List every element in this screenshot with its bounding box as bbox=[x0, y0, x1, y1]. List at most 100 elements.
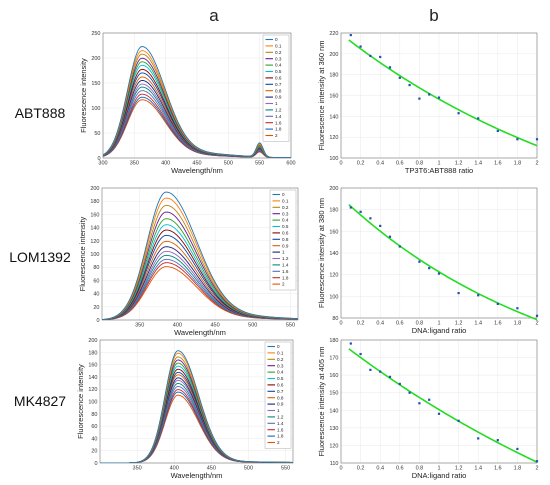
legend-label: 0.4 bbox=[282, 218, 289, 223]
y-tick-label: 100 bbox=[91, 106, 100, 112]
data-point bbox=[437, 96, 441, 99]
data-point bbox=[457, 291, 460, 295]
x-axis-title: DNA:ligand ratio bbox=[412, 471, 467, 480]
y-tick-label: 140 bbox=[329, 114, 338, 120]
x-tick-label: 2 bbox=[535, 321, 538, 327]
x-tick-label: 1.8 bbox=[514, 321, 522, 327]
x-tick-label: 1 bbox=[437, 466, 440, 472]
plot-frame bbox=[101, 187, 299, 321]
x-tick-label: 500 bbox=[248, 323, 257, 329]
y-tick-label: 0 bbox=[97, 156, 100, 162]
y-tick-label: 200 bbox=[91, 56, 100, 62]
legend-label: 0.5 bbox=[282, 224, 289, 229]
x-tick-label: 0 bbox=[339, 466, 342, 472]
y-tick-label: 250 bbox=[91, 31, 100, 37]
data-point bbox=[535, 460, 539, 463]
y-tick-label: 60 bbox=[93, 278, 99, 284]
series-line-1.6 bbox=[102, 258, 298, 320]
chart-b1: 0 0.2 0.4 0.6 0.8 1 1.2 1.4 1.6 1.8 2 100 120 140 160 1… bbox=[317, 31, 539, 175]
series-line-0 bbox=[103, 46, 291, 158]
y-tick-label: 80 bbox=[93, 265, 99, 271]
y-tick-label: 160 bbox=[329, 229, 338, 235]
legend-label: 1.2 bbox=[275, 108, 282, 113]
x-tick-label: 1.4 bbox=[474, 321, 482, 327]
data-point bbox=[349, 206, 352, 209]
legend-label: 0.4 bbox=[277, 370, 284, 375]
data-point bbox=[516, 307, 519, 310]
chart-area: 300 350 400 450 500 550 600050100150200250Wave… bbox=[76, 31, 539, 480]
legend-label: 0.2 bbox=[277, 357, 284, 362]
legend-box bbox=[269, 189, 297, 291]
y-tick-label: 220 bbox=[329, 31, 338, 37]
x-tick-label: 1.2 bbox=[455, 321, 463, 327]
legend-label: 0.2 bbox=[275, 50, 282, 55]
x-tick-label: 0.8 bbox=[416, 161, 424, 167]
data-point bbox=[379, 224, 382, 228]
x-tick-label: 0.2 bbox=[357, 321, 365, 327]
y-axis-title: Fluorescence intensity bbox=[79, 58, 88, 133]
legend-label: 1.6 bbox=[282, 269, 289, 274]
x-tick-label: 350 bbox=[130, 161, 139, 167]
legend-label: 0.3 bbox=[275, 56, 282, 61]
fit-curve bbox=[348, 348, 538, 463]
data-point bbox=[388, 235, 392, 238]
y-tick-label: 180 bbox=[90, 199, 99, 205]
legend-label: 1.4 bbox=[275, 114, 282, 119]
data-point bbox=[398, 382, 401, 386]
x-tick-label: 1.6 bbox=[494, 161, 502, 167]
legend-label: 1 bbox=[275, 101, 278, 106]
legend-label: 0.6 bbox=[282, 231, 289, 236]
legend-label: 0.1 bbox=[282, 199, 289, 204]
y-tick-label: 40 bbox=[93, 292, 99, 298]
plot-frame bbox=[102, 32, 292, 159]
legend-label: 2 bbox=[282, 282, 285, 287]
x-tick-label: 300 bbox=[98, 161, 107, 167]
legend-label: 1.2 bbox=[277, 415, 284, 420]
chart-a1: 300 350 400 450 500 550 600 0 50 100 150 200 250 Wave… bbox=[79, 31, 296, 175]
legend: 0 0.10.20.3 0.40.5 0.60.70.8 0.91 1.21.41.6 1.… bbox=[264, 341, 292, 449]
y-tick-label: 100 bbox=[88, 400, 97, 406]
series-group bbox=[103, 46, 291, 158]
legend-label: 0.1 bbox=[275, 44, 282, 49]
legend-label: 1.8 bbox=[277, 434, 284, 439]
legend-label: 0.9 bbox=[277, 402, 284, 407]
legend-label: 0.4 bbox=[275, 63, 282, 68]
y-tick-label: 200 bbox=[329, 186, 338, 192]
legend-label: 1.6 bbox=[275, 120, 282, 125]
y-axis-title: Fluorescence intensity bbox=[78, 216, 87, 291]
y-axis-title: Fluorescence intensity at 380 nm bbox=[317, 198, 326, 308]
y-tick-label: 160 bbox=[329, 373, 338, 379]
x-tick-label: 450 bbox=[192, 161, 201, 167]
y-axis-title: Fluorescence intensity at 360 nm bbox=[317, 40, 326, 150]
x-tick-label: 400 bbox=[170, 466, 179, 472]
legend-label: 0.7 bbox=[275, 82, 282, 87]
x-axis-title: TP3T6:ABT888 ratio bbox=[405, 166, 473, 175]
y-tick-label: 200 bbox=[329, 52, 338, 58]
data-point bbox=[477, 117, 480, 120]
legend-label: 0.9 bbox=[275, 95, 282, 100]
data-point bbox=[428, 267, 431, 270]
x-tick-label: 500 bbox=[244, 466, 253, 472]
legend-label: 0.8 bbox=[282, 237, 289, 242]
y-tick-label: 200 bbox=[90, 186, 99, 192]
x-tick-label: 400 bbox=[173, 323, 182, 329]
legend-label: 0.7 bbox=[277, 389, 284, 394]
y-tick-label: 0 bbox=[96, 318, 99, 324]
y-tick-label: 180 bbox=[329, 73, 338, 79]
column-label-b: b bbox=[429, 6, 438, 25]
legend-label: 0.1 bbox=[277, 351, 284, 356]
data-point bbox=[349, 33, 352, 37]
data-point bbox=[496, 129, 499, 133]
series-group bbox=[102, 191, 298, 320]
x-tick-label: 0.2 bbox=[357, 466, 365, 472]
x-tick-label: 450 bbox=[210, 323, 219, 329]
legend-label: 0 bbox=[277, 344, 280, 349]
y-tick-label: 120 bbox=[90, 239, 99, 245]
y-tick-label: 100 bbox=[329, 294, 338, 300]
y-tick-label: 180 bbox=[329, 338, 338, 344]
data-point bbox=[359, 45, 362, 48]
data-point bbox=[428, 398, 431, 401]
data-point bbox=[437, 272, 441, 275]
x-tick-label: 600 bbox=[286, 161, 295, 167]
